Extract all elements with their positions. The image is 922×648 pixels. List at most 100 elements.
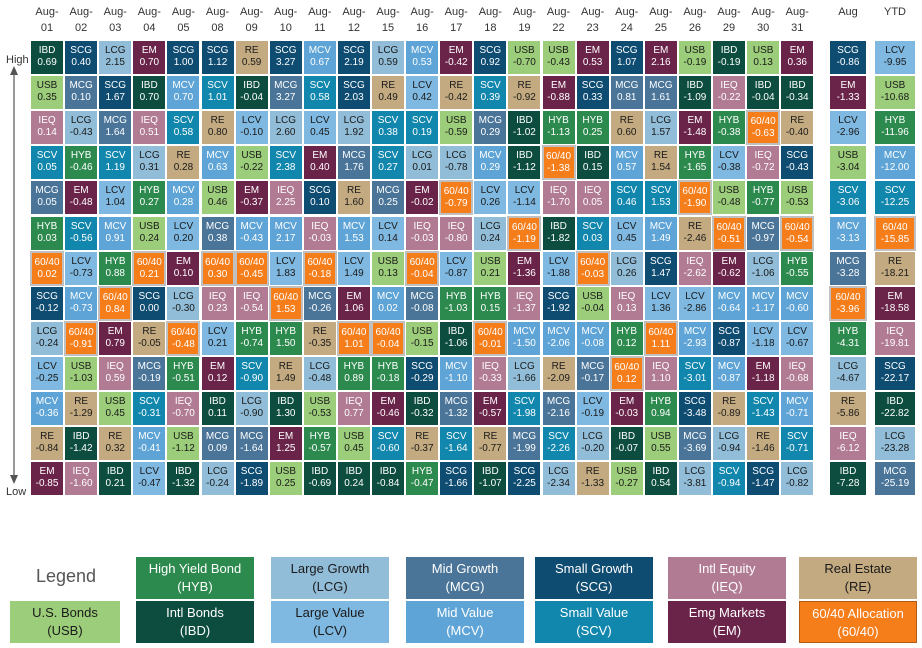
- cell-return-value: -0.41: [137, 443, 161, 455]
- cell-asset-label: HYB: [684, 150, 706, 162]
- cell-return-value: 1.83: [276, 267, 296, 279]
- quilt-cell: EM 0.70: [132, 40, 167, 76]
- cell-asset-label: IEQ: [277, 185, 295, 197]
- quilt-cell: SCV -3.01: [677, 355, 712, 391]
- quilt-cell: MCV -3.13: [829, 215, 867, 251]
- cell-asset-label: LCV: [838, 115, 858, 127]
- quilt-cell: LCG -0.48: [302, 355, 337, 391]
- cell-asset-label: RE: [841, 396, 855, 407]
- quilt-cell: MCG -2.16: [541, 391, 576, 427]
- cell-asset-label: IBD: [886, 396, 904, 407]
- cell-return-value: 1.61: [651, 92, 671, 104]
- cell-asset-label: SCV: [411, 115, 433, 127]
- cell-asset-label: SCG: [581, 80, 604, 92]
- quilt-cell: EM -0.88: [541, 75, 576, 111]
- cell-asset-label: HYB: [837, 325, 859, 337]
- cell-asset-label: USB: [207, 185, 228, 197]
- quilt-cell: 60/40 -0.91: [64, 320, 99, 356]
- cell-return-value: 3.27: [276, 57, 296, 68]
- quilt-cell: 60/40 -0.04: [405, 250, 440, 286]
- cell-return-value: 0.05: [582, 197, 603, 209]
- cell-return-value: -0.77: [751, 197, 775, 209]
- cell-return-value: -0.51: [717, 233, 741, 245]
- cell-return-value: -0.33: [478, 372, 502, 384]
- column-header-line: Aug-: [615, 6, 639, 18]
- quilt-cell: LCG -1.66: [507, 355, 542, 391]
- cell-return-value: -0.04: [410, 268, 434, 280]
- quilt-cell: HYB -0.38: [712, 110, 747, 146]
- quilt-cell: 60/40 1.11: [643, 320, 678, 356]
- cell-asset-label: SCV: [480, 80, 501, 92]
- quilt-cell: LCV 0.14: [371, 215, 406, 251]
- cell-asset-label: HYB: [36, 220, 58, 232]
- cell-asset-label: LCV: [378, 220, 398, 232]
- cell-asset-label: SCV: [241, 360, 262, 372]
- cell-asset-label: EM: [175, 255, 191, 267]
- cell-return-value: -0.27: [615, 478, 639, 490]
- cell-asset-label: RE: [176, 150, 191, 162]
- legend-item-code: (LCV): [313, 623, 347, 638]
- cell-asset-label: IBD: [379, 466, 397, 478]
- cell-return-value: -0.97: [751, 232, 775, 244]
- quilt-cell: IBD -0.04: [746, 75, 781, 111]
- cell-asset-label: MCV: [752, 290, 775, 302]
- quilt-cell: SCV -0.60: [371, 426, 406, 462]
- cell-return-value: -2.96: [836, 127, 860, 139]
- cell-asset-label: LCG: [752, 255, 774, 267]
- quilt-cell: MCV 0.63: [200, 145, 235, 181]
- quilt-cell: IBD 1.30: [268, 391, 303, 427]
- cell-asset-label: RE: [687, 220, 702, 232]
- quilt-cell: USB -10.68: [874, 75, 916, 111]
- cell-return-value: 0.27: [378, 162, 398, 174]
- cell-asset-label: IBD: [413, 396, 431, 407]
- cell-asset-label: USB: [786, 185, 808, 197]
- cell-asset-label: LCV: [651, 290, 671, 302]
- cell-return-value: -0.89: [717, 408, 741, 419]
- cell-return-value: 0.29: [480, 127, 501, 139]
- cell-asset-label: MCG: [649, 80, 673, 92]
- cell-asset-label: MCV: [513, 325, 536, 337]
- cell-asset-label: 60/40: [102, 291, 128, 303]
- quilt-cell: HYB 0.12: [609, 320, 644, 356]
- cell-asset-label: RE: [278, 360, 293, 372]
- quilt-cell: SCV 2.38: [268, 145, 303, 181]
- cell-asset-label: HYB: [343, 360, 365, 372]
- cell-asset-label: EM: [482, 396, 498, 407]
- legend-item: Real Estate (RE): [799, 557, 917, 599]
- quilt-cell: SCG 3.27: [268, 40, 303, 76]
- quilt-cell: IEQ -0.54: [234, 285, 269, 321]
- column-header: Aug- 17: [439, 4, 473, 36]
- quilt-cell: MCV 2.17: [268, 215, 303, 251]
- legend-item-name: Intl Bonds: [166, 605, 224, 620]
- cell-asset-label: HYB: [718, 115, 740, 127]
- legend-item-name: Real Estate: [824, 561, 892, 576]
- cell-asset-label: RE: [210, 115, 225, 127]
- cell-return-value: 0.24: [139, 232, 160, 244]
- quilt-cell: LCV 0.45: [609, 215, 644, 251]
- cell-return-value: -1.90: [683, 198, 707, 210]
- legend-item: Large Growth (LCG): [271, 557, 389, 599]
- cell-return-value: 1.10: [651, 372, 671, 384]
- quilt-cell: 60/40 -0.51: [712, 215, 747, 251]
- cell-asset-label: IEQ: [652, 360, 670, 372]
- cell-return-value: -1.37: [513, 302, 536, 314]
- quilt-cell: LCG -4.67: [829, 355, 867, 391]
- column-header-line: Aug-: [308, 6, 332, 18]
- quilt-cell: MCG -3.69: [677, 426, 712, 462]
- quilt-cell: SCG 2.19: [336, 40, 371, 76]
- quilt-cell: IBD 0.69: [30, 40, 65, 76]
- quilt-cell: 60/40 0.84: [98, 285, 133, 321]
- cell-return-value: 0.00: [139, 302, 160, 314]
- cell-return-value: -3.81: [683, 478, 707, 490]
- cell-asset-label: LCG: [36, 325, 58, 337]
- quilt-cell: RE 0.60: [609, 110, 644, 146]
- cell-asset-label: HYB: [650, 396, 672, 407]
- cell-return-value: -1.33: [581, 478, 605, 490]
- cell-return-value: -0.80: [444, 232, 468, 244]
- cell-return-value: 0.79: [105, 337, 125, 349]
- cell-return-value: -1.98: [513, 408, 536, 419]
- cell-asset-label: MCV: [836, 220, 860, 232]
- cell-return-value: -1.36: [513, 267, 536, 279]
- cell-return-value: -0.72: [751, 162, 775, 174]
- cell-asset-label: RE: [449, 80, 464, 92]
